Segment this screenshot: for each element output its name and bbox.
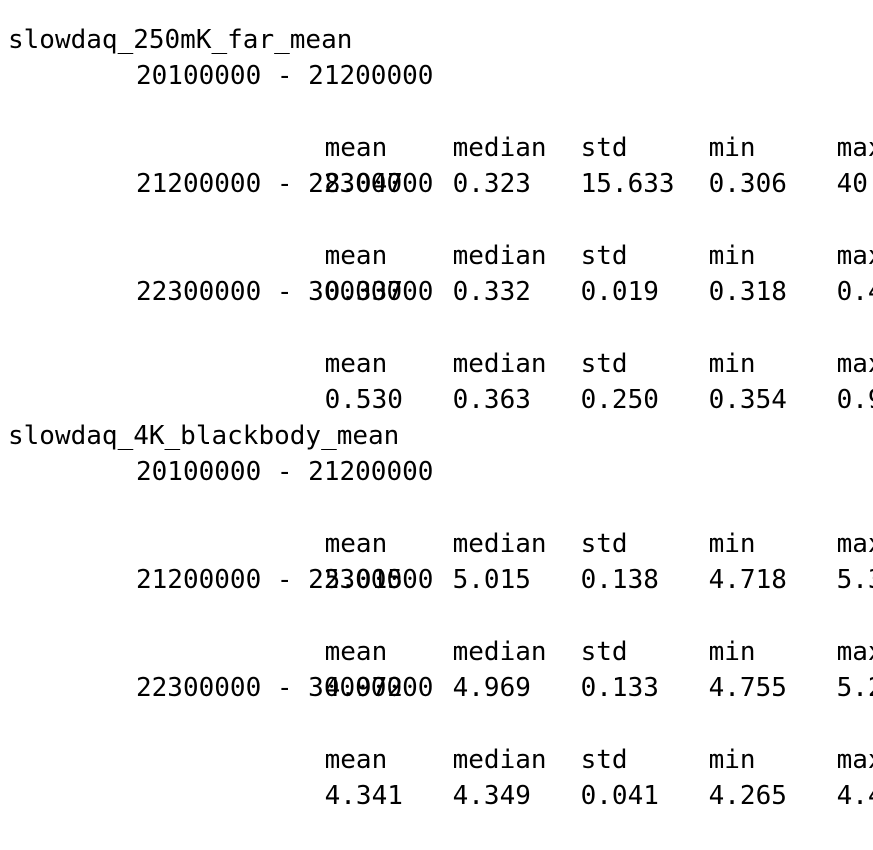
value-max: 4.433 [836, 781, 873, 811]
value-max: 0.993 [836, 385, 873, 415]
value-median: 5.015 [452, 565, 531, 595]
value-min: 0.306 [708, 169, 787, 199]
stats-value-row: 8.047 0.323 15.633 0.306 40.000 [8, 130, 873, 199]
header-min: min [708, 745, 756, 775]
stats-header-row: mean median std min max [8, 94, 873, 163]
header-min: min [708, 349, 756, 379]
stats-header-row: mean median std min max [8, 598, 873, 667]
header-max: max [836, 349, 873, 379]
value-median: 0.363 [452, 385, 531, 415]
value-mean: 0.337 [324, 277, 403, 307]
header-std: std [580, 133, 628, 163]
value-std: 15.633 [580, 169, 675, 199]
stats-header-row: mean median std min max [8, 490, 873, 559]
header-median: median [452, 349, 547, 379]
header-max: max [836, 745, 873, 775]
value-max: 5.281 [836, 673, 873, 703]
header-median: median [452, 241, 547, 271]
value-std: 0.133 [580, 673, 659, 703]
header-mean: mean [324, 637, 388, 667]
value-mean: 4.341 [324, 781, 403, 811]
header-std: std [580, 241, 628, 271]
value-min: 0.354 [708, 385, 787, 415]
time-range-label: 21200000 - 22300000 [136, 565, 434, 595]
value-max: 0.402 [836, 277, 873, 307]
time-range-label: 22300000 - 30000000 [136, 673, 434, 703]
header-mean: mean [324, 529, 388, 559]
stats-header-row: mean median std min max [8, 706, 873, 775]
variable-name: slowdaq_4K_blackbody_mean [8, 421, 400, 451]
value-std: 0.138 [580, 565, 659, 595]
value-mean: 0.530 [324, 385, 403, 415]
header-std: std [580, 745, 628, 775]
value-median: 0.332 [452, 277, 531, 307]
console-output: slowdaq_250mK_far_mean 20100000 - 212000… [8, 22, 873, 811]
value-median: 0.323 [452, 169, 531, 199]
value-median: 4.969 [452, 673, 531, 703]
header-max: max [836, 529, 873, 559]
header-min: min [708, 529, 756, 559]
value-max: 40.000 [836, 169, 873, 199]
value-mean: 5.015 [324, 565, 403, 595]
header-median: median [452, 745, 547, 775]
value-min: 4.755 [708, 673, 787, 703]
value-std: 0.250 [580, 385, 659, 415]
value-std: 0.041 [580, 781, 659, 811]
header-median: median [452, 133, 547, 163]
value-min: 0.318 [708, 277, 787, 307]
value-mean: 4.972 [324, 673, 403, 703]
value-min: 4.265 [708, 781, 787, 811]
header-mean: mean [324, 241, 388, 271]
time-range-label: 20100000 - 21200000 [136, 457, 434, 487]
header-std: std [580, 529, 628, 559]
value-min: 4.718 [708, 565, 787, 595]
header-median: median [452, 529, 547, 559]
variable-name: slowdaq_250mK_far_mean [8, 25, 353, 55]
stats-header-row: mean median std min max [8, 202, 873, 271]
stats-value-row: 4.972 4.969 0.133 4.755 5.281 [8, 634, 873, 703]
header-min: min [708, 241, 756, 271]
header-max: max [836, 241, 873, 271]
stats-header-row: mean median std min max [8, 310, 873, 379]
header-mean: mean [324, 745, 388, 775]
value-std: 0.019 [580, 277, 659, 307]
stats-value-row: 5.015 5.015 0.138 4.718 5.349 [8, 526, 873, 595]
header-mean: mean [324, 349, 388, 379]
value-max: 5.349 [836, 565, 873, 595]
time-range-label: 20100000 - 21200000 [136, 61, 434, 91]
stats-value-row: 0.530 0.363 0.250 0.354 0.993 [8, 346, 873, 415]
time-range-label: 22300000 - 30000000 [136, 277, 434, 307]
header-min: min [708, 637, 756, 667]
header-std: std [580, 637, 628, 667]
header-min: min [708, 133, 756, 163]
header-mean: mean [324, 133, 388, 163]
header-std: std [580, 349, 628, 379]
time-range-label: 21200000 - 22300000 [136, 169, 434, 199]
header-max: max [836, 637, 873, 667]
header-median: median [452, 637, 547, 667]
stats-value-row: 0.337 0.332 0.019 0.318 0.402 [8, 238, 873, 307]
header-max: max [836, 133, 873, 163]
value-median: 4.349 [452, 781, 531, 811]
value-mean: 8.047 [324, 169, 403, 199]
